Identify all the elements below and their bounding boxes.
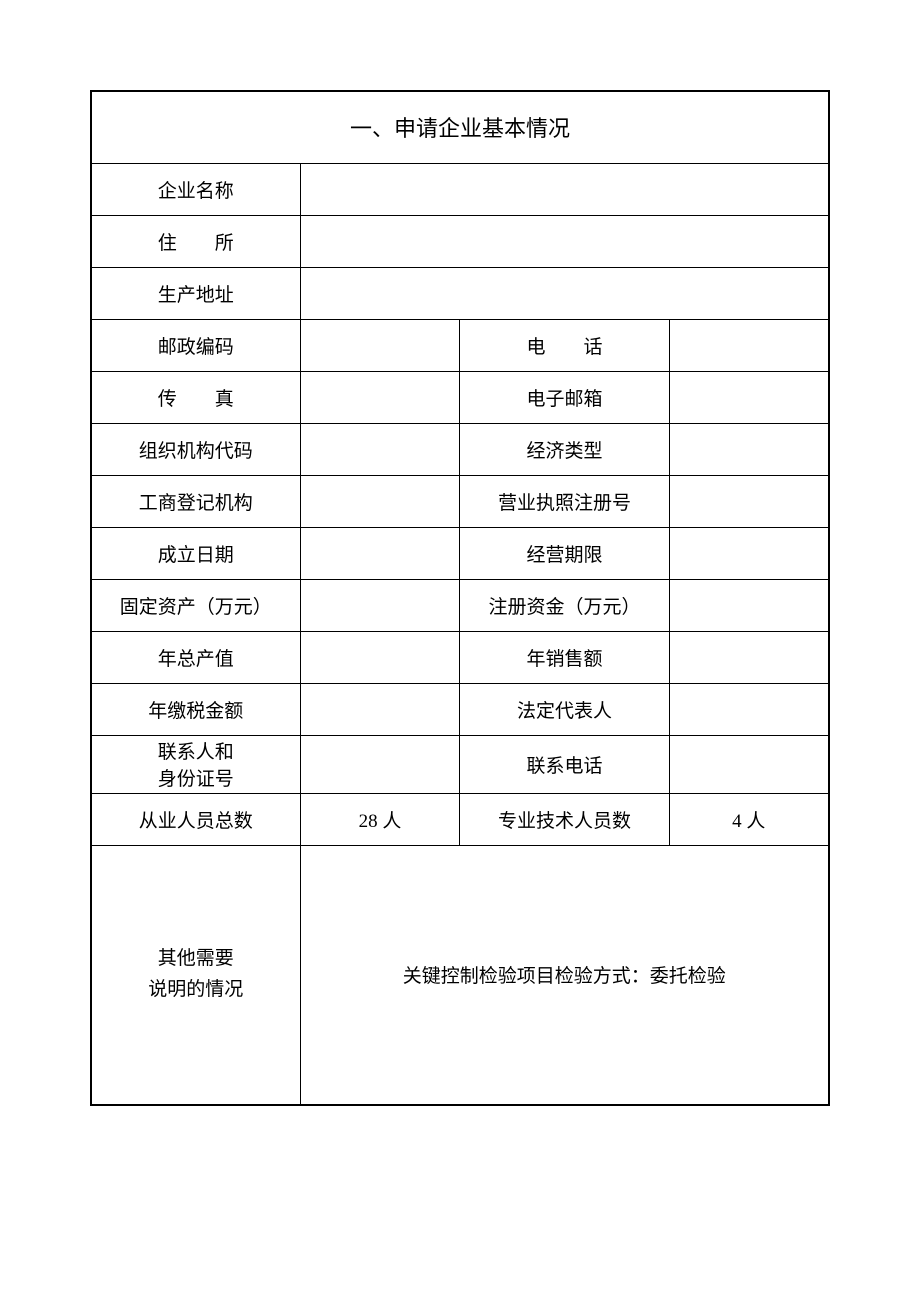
value-fixed-asset [300,579,460,631]
enterprise-info-table: 一、申请企业基本情况 企业名称 住 所 生产地址 邮政编码 电 话 传 真 电子… [90,90,830,1106]
value-reg-org [300,475,460,527]
value-tax [300,683,460,735]
label-reg-capital: 注册资金（万元） [460,579,669,631]
value-term [669,527,829,579]
label-econ-type: 经济类型 [460,423,669,475]
label-contact: 联系人和 身份证号 [91,735,300,793]
table-row: 联系人和 身份证号 联系电话 [91,735,829,793]
table-row: 企业名称 [91,163,829,215]
value-phone [669,319,829,371]
label-address: 住 所 [91,215,300,267]
label-annual-output: 年总产值 [91,631,300,683]
value-annual-sales [669,631,829,683]
value-production-address [300,267,829,319]
value-legal-rep [669,683,829,735]
label-license-no: 营业执照注册号 [460,475,669,527]
value-postcode [300,319,460,371]
table-row: 年缴税金额 法定代表人 [91,683,829,735]
label-tax: 年缴税金额 [91,683,300,735]
label-contact-line1: 联系人和 [92,737,300,764]
table-row: 住 所 [91,215,829,267]
table-row: 成立日期 经营期限 [91,527,829,579]
label-employees: 从业人员总数 [91,793,300,845]
value-email [669,371,829,423]
table-row-notes: 其他需要 说明的情况 关键控制检验项目检验方式：委托检验 [91,845,829,1105]
value-tech-staff: 4 人 [669,793,829,845]
label-notes-line1: 其他需要 [92,944,300,974]
value-company-name [300,163,829,215]
label-reg-org: 工商登记机构 [91,475,300,527]
value-contact-phone [669,735,829,793]
table-row: 传 真 电子邮箱 [91,371,829,423]
value-notes: 关键控制检验项目检验方式：委托检验 [300,845,829,1105]
table-title-row: 一、申请企业基本情况 [91,91,829,163]
value-address [300,215,829,267]
value-annual-output [300,631,460,683]
label-company-name: 企业名称 [91,163,300,215]
label-postcode: 邮政编码 [91,319,300,371]
value-found-date [300,527,460,579]
label-contact-phone: 联系电话 [460,735,669,793]
label-notes-line2: 说明的情况 [92,975,300,1005]
label-phone: 电 话 [460,319,669,371]
label-found-date: 成立日期 [91,527,300,579]
table-row: 年总产值 年销售额 [91,631,829,683]
table-row: 从业人员总数 28 人 专业技术人员数 4 人 [91,793,829,845]
value-contact [300,735,460,793]
table-title: 一、申请企业基本情况 [91,91,829,163]
label-notes: 其他需要 说明的情况 [91,845,300,1105]
value-econ-type [669,423,829,475]
label-email: 电子邮箱 [460,371,669,423]
value-employees: 28 人 [300,793,460,845]
table-row: 工商登记机构 营业执照注册号 [91,475,829,527]
label-tech-staff: 专业技术人员数 [460,793,669,845]
label-legal-rep: 法定代表人 [460,683,669,735]
table-row: 邮政编码 电 话 [91,319,829,371]
label-fax: 传 真 [91,371,300,423]
label-contact-line2: 身份证号 [92,764,300,791]
value-reg-capital [669,579,829,631]
label-fixed-asset: 固定资产（万元） [91,579,300,631]
value-fax [300,371,460,423]
table-row: 固定资产（万元） 注册资金（万元） [91,579,829,631]
label-production-address: 生产地址 [91,267,300,319]
label-term: 经营期限 [460,527,669,579]
value-org-code [300,423,460,475]
label-org-code: 组织机构代码 [91,423,300,475]
table-row: 生产地址 [91,267,829,319]
table-row: 组织机构代码 经济类型 [91,423,829,475]
label-annual-sales: 年销售额 [460,631,669,683]
value-license-no [669,475,829,527]
